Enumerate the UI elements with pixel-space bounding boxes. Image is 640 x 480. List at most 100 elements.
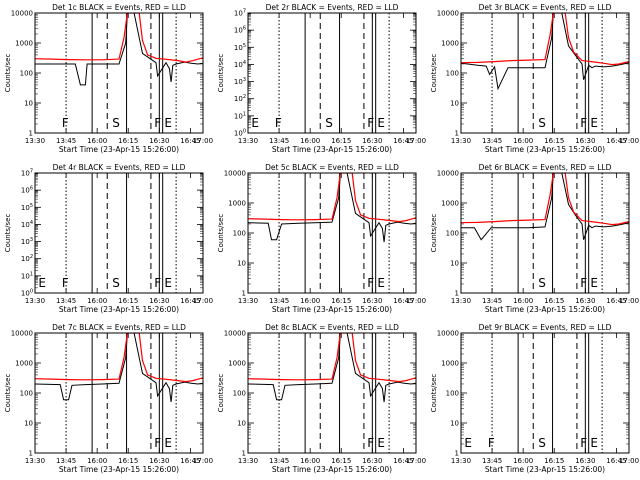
x-tick-label: 13:30	[238, 297, 258, 305]
plot-frame	[460, 332, 630, 454]
y-axis-label: Counts/sec	[430, 214, 438, 253]
y-tick-label: 100	[446, 70, 459, 78]
y-tick-label: 104	[234, 60, 246, 69]
x-tick-label: 16:45	[393, 137, 413, 145]
x-tick-label: 16:45	[393, 297, 413, 305]
plot-frame	[34, 172, 204, 294]
event-letter: E	[164, 116, 172, 130]
event-letter: E	[164, 276, 172, 290]
plot-frame	[34, 12, 204, 134]
y-axis-label: Counts/sec	[4, 214, 12, 253]
y-tick-label: 10	[237, 420, 246, 428]
y-tick-label: 1	[242, 290, 246, 298]
x-tick-label: 16:00	[300, 137, 320, 145]
x-tick-label: 16:15	[331, 297, 351, 305]
x-tick-label: 16:30	[575, 457, 595, 465]
y-tick-label: 103	[234, 77, 246, 86]
event-letter: F	[367, 276, 374, 290]
events-series-line	[461, 173, 629, 241]
y-tick-label: 100	[20, 390, 33, 398]
y-axis-label: Counts/sec	[217, 374, 225, 413]
x-tick-label: 13:45	[269, 297, 289, 305]
x-tick-label: 16:15	[118, 297, 138, 305]
x-tick-label: 16:30	[149, 297, 169, 305]
x-tick-label: 13:30	[25, 457, 45, 465]
detector-panel: Det 1c BLACK = Events, RED = LLD 1 10 100 10…	[4, 3, 213, 154]
x-tick-label: 16:15	[544, 457, 564, 465]
x-tick-label: 17:00	[406, 297, 426, 305]
event-letter: E	[377, 116, 385, 130]
x-tick-label: 13:45	[56, 137, 76, 145]
plot-frame	[460, 172, 630, 294]
event-letter: S	[538, 276, 546, 290]
x-tick-label: 16:45	[606, 297, 626, 305]
x-axis-label: Start Time (23-Apr-15 15:26:00)	[272, 145, 392, 154]
y-tick-label: 100	[234, 129, 246, 138]
y-tick-label: 1000	[441, 40, 459, 48]
x-tick-label: 16:00	[300, 457, 320, 465]
event-letter: F	[62, 276, 69, 290]
events-series-line	[461, 13, 629, 91]
y-tick-label: 106	[234, 26, 246, 35]
y-tick-label: 10000	[437, 10, 459, 18]
panel-title: Det 6r BLACK = Events, RED = LLD	[479, 163, 612, 172]
x-tick-label: 16:15	[118, 457, 138, 465]
y-axis-label: Counts/sec	[4, 54, 12, 93]
x-tick-label: 13:45	[482, 137, 502, 145]
detector-panel: Det 2r BLACK = Events, RED = LLD 100 101 10…	[217, 3, 426, 154]
y-tick-label: 105	[234, 43, 246, 52]
x-tick-label: 16:00	[87, 137, 107, 145]
plot-frame	[460, 12, 630, 134]
x-tick-label: 16:15	[118, 137, 138, 145]
event-letter: E	[590, 436, 598, 450]
plot-area	[35, 13, 203, 86]
x-tick-label: 13:45	[56, 457, 76, 465]
x-tick-label: 16:45	[606, 457, 626, 465]
x-tick-label: 16:00	[513, 297, 533, 305]
x-tick-label: 16:15	[544, 297, 564, 305]
detector-panel: Det 6r BLACK = Events, RED = LLD 1 10 100 10…	[430, 163, 639, 314]
events-series-line	[35, 333, 203, 403]
x-axis-label: Start Time (23-Apr-15 15:26:00)	[485, 145, 605, 154]
x-axis-label: Start Time (23-Apr-15 15:26:00)	[272, 305, 392, 314]
y-tick-label: 100	[446, 390, 459, 398]
y-tick-label: 106	[21, 186, 33, 195]
x-tick-label: 16:30	[149, 137, 169, 145]
y-tick-label: 101	[21, 271, 33, 280]
y-tick-label: 100	[20, 70, 33, 78]
plot-area	[35, 333, 203, 403]
x-axis-label: Start Time (23-Apr-15 15:26:00)	[59, 305, 179, 314]
x-tick-label: 13:30	[25, 297, 45, 305]
event-letter: F	[580, 116, 587, 130]
panel-title: Det 5c BLACK = Events, RED = LLD	[265, 163, 399, 172]
x-tick-label: 16:00	[513, 137, 533, 145]
panel-title: Det 4r BLACK = Events, RED = LLD	[53, 163, 186, 172]
panel-title: Det 2r BLACK = Events, RED = LLD	[266, 3, 399, 12]
event-letter: F	[275, 116, 282, 130]
y-tick-label: 1	[455, 450, 459, 458]
y-axis-label: Counts/sec	[430, 54, 438, 93]
event-letter: S	[538, 436, 546, 450]
y-tick-label: 1	[455, 290, 459, 298]
x-tick-label: 16:00	[513, 457, 533, 465]
lld-series-line	[35, 333, 203, 383]
x-tick-label: 16:30	[575, 137, 595, 145]
x-tick-label: 13:30	[451, 137, 471, 145]
y-tick-label: 107	[21, 169, 33, 178]
panel-title: Det 3r BLACK = Events, RED = LLD	[479, 3, 612, 12]
detector-panel: Det 3r BLACK = Events, RED = LLD 1 10 100 10…	[430, 3, 639, 154]
x-tick-label: 17:00	[193, 457, 213, 465]
event-letter: S	[112, 116, 120, 130]
x-tick-label: 16:00	[87, 297, 107, 305]
event-letter: E	[164, 436, 172, 450]
x-tick-label: 16:45	[180, 137, 200, 145]
y-tick-label: 102	[21, 254, 33, 263]
x-axis-label: Start Time (23-Apr-15 15:26:00)	[59, 465, 179, 474]
lld-series-line	[461, 13, 629, 66]
lld-series-line	[461, 173, 629, 226]
x-tick-label: 16:30	[362, 137, 382, 145]
x-tick-label: 16:30	[362, 297, 382, 305]
x-tick-label: 16:30	[149, 457, 169, 465]
event-letter: F	[154, 116, 161, 130]
